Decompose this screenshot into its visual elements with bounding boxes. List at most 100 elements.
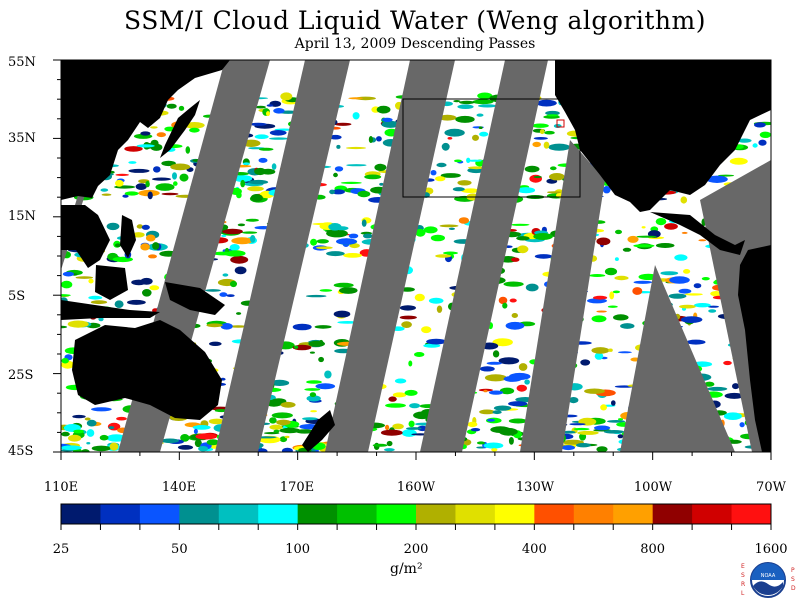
colorbar-swatch [573,504,614,524]
cloud-patch [436,162,447,168]
cloud-patch [316,239,329,244]
cloud-patch [99,434,109,441]
cloud-patch [544,130,555,135]
cloud-patch [701,277,710,281]
axis-ticks [53,59,772,460]
cloud-patch [596,310,607,313]
cloud-patch [388,396,397,402]
longitude-label: 170E [279,480,315,495]
cloud-patch [122,194,129,198]
cloud-patch [568,397,579,404]
cloud-patch [693,283,702,289]
swath-gap [325,60,455,452]
cloud-patch [614,257,619,261]
cloud-patch [508,401,528,407]
cloud-patch [374,163,387,171]
swath-gap [215,60,350,452]
cloud-patch [589,274,606,277]
cloud-patch [707,386,728,391]
cloud-patch [336,144,341,149]
map-title: SSM/I Cloud Liquid Water (Weng algorithm… [124,6,706,35]
cloud-patch [680,196,688,204]
cloud-patch [310,238,318,246]
cloud-patch [126,299,146,305]
cloud-patch [602,186,611,194]
cloud-patch [487,418,495,422]
cloud-patch [385,403,406,408]
cloud-patch [732,383,740,390]
cloud-patch [269,130,287,136]
land-masses [61,60,771,452]
cloud-patch [723,360,732,366]
cloud-patch [348,97,363,100]
colorbar-label: 25 [52,542,70,557]
cloud-patch [477,92,493,100]
cloud-patch [607,305,618,308]
cloud-patch [236,312,242,315]
cloud-patch [312,222,332,226]
cloud-patch [594,352,604,360]
cloud-patch [334,166,344,172]
cloud-patch [533,137,548,140]
cloud-patch [723,412,742,421]
cloud-patch [591,315,607,323]
cloud-patch [140,243,150,251]
cloud-patch [249,122,267,126]
cloud-patch [193,428,198,435]
cloud-patch [178,105,185,111]
cloud-patch [548,143,570,151]
cloud-patch [324,370,332,379]
colorbar-swatch [100,504,141,524]
cloud-patch [435,176,446,182]
cloud-patch [655,243,675,248]
cloud-patch [508,418,528,424]
small-red-marker [556,119,565,128]
cloud-patch [86,429,95,437]
cloud-patch [192,425,211,430]
cloud-patch [250,235,256,243]
cloud-patch [401,429,417,437]
cloud-patch [399,315,417,320]
cloud-patch [584,388,605,394]
cloud-patch [326,251,345,257]
cloud-patch [543,141,550,149]
cloud-patch [314,325,332,329]
cloud-patch [423,226,438,234]
cloud-patch [483,442,504,449]
cloud-patch [385,424,390,431]
cloud-patch [184,122,205,129]
cloud-patch [467,166,486,170]
cloud-patch [221,234,227,237]
cloud-patch [233,175,253,182]
cloud-patch [612,290,621,294]
cloud-patch [739,422,745,428]
cloud-patch [136,144,155,148]
latitude-label: 35N [8,131,36,146]
cloud-patch [156,132,166,138]
cloud-patch [88,295,103,300]
swath-gap [520,140,605,452]
cloud-patch [128,168,150,173]
cloud-patch [328,223,342,231]
cloud-patch [633,244,655,248]
cloud-patch [386,440,393,447]
cloud-patch [384,448,395,452]
cloud-patch [758,139,767,146]
svg-text:S: S [791,576,795,583]
cloud-patch [518,363,528,371]
cloud-patch [219,292,228,297]
cloud-patch [459,100,475,105]
cloud-patch [161,160,176,167]
svg-text:R: R [741,581,745,588]
cloud-patch [198,446,209,452]
colorbar-swatch [731,504,772,524]
cloud-patch [421,326,432,334]
cloud-patch [100,188,109,192]
cloud-patch [136,224,144,229]
cloud-patch [245,218,259,222]
cloud-patch [155,183,175,191]
cloud-patch [488,390,504,395]
cloud-patch [220,323,233,330]
cloud-patch [372,443,388,447]
cloud-patch [141,224,150,230]
